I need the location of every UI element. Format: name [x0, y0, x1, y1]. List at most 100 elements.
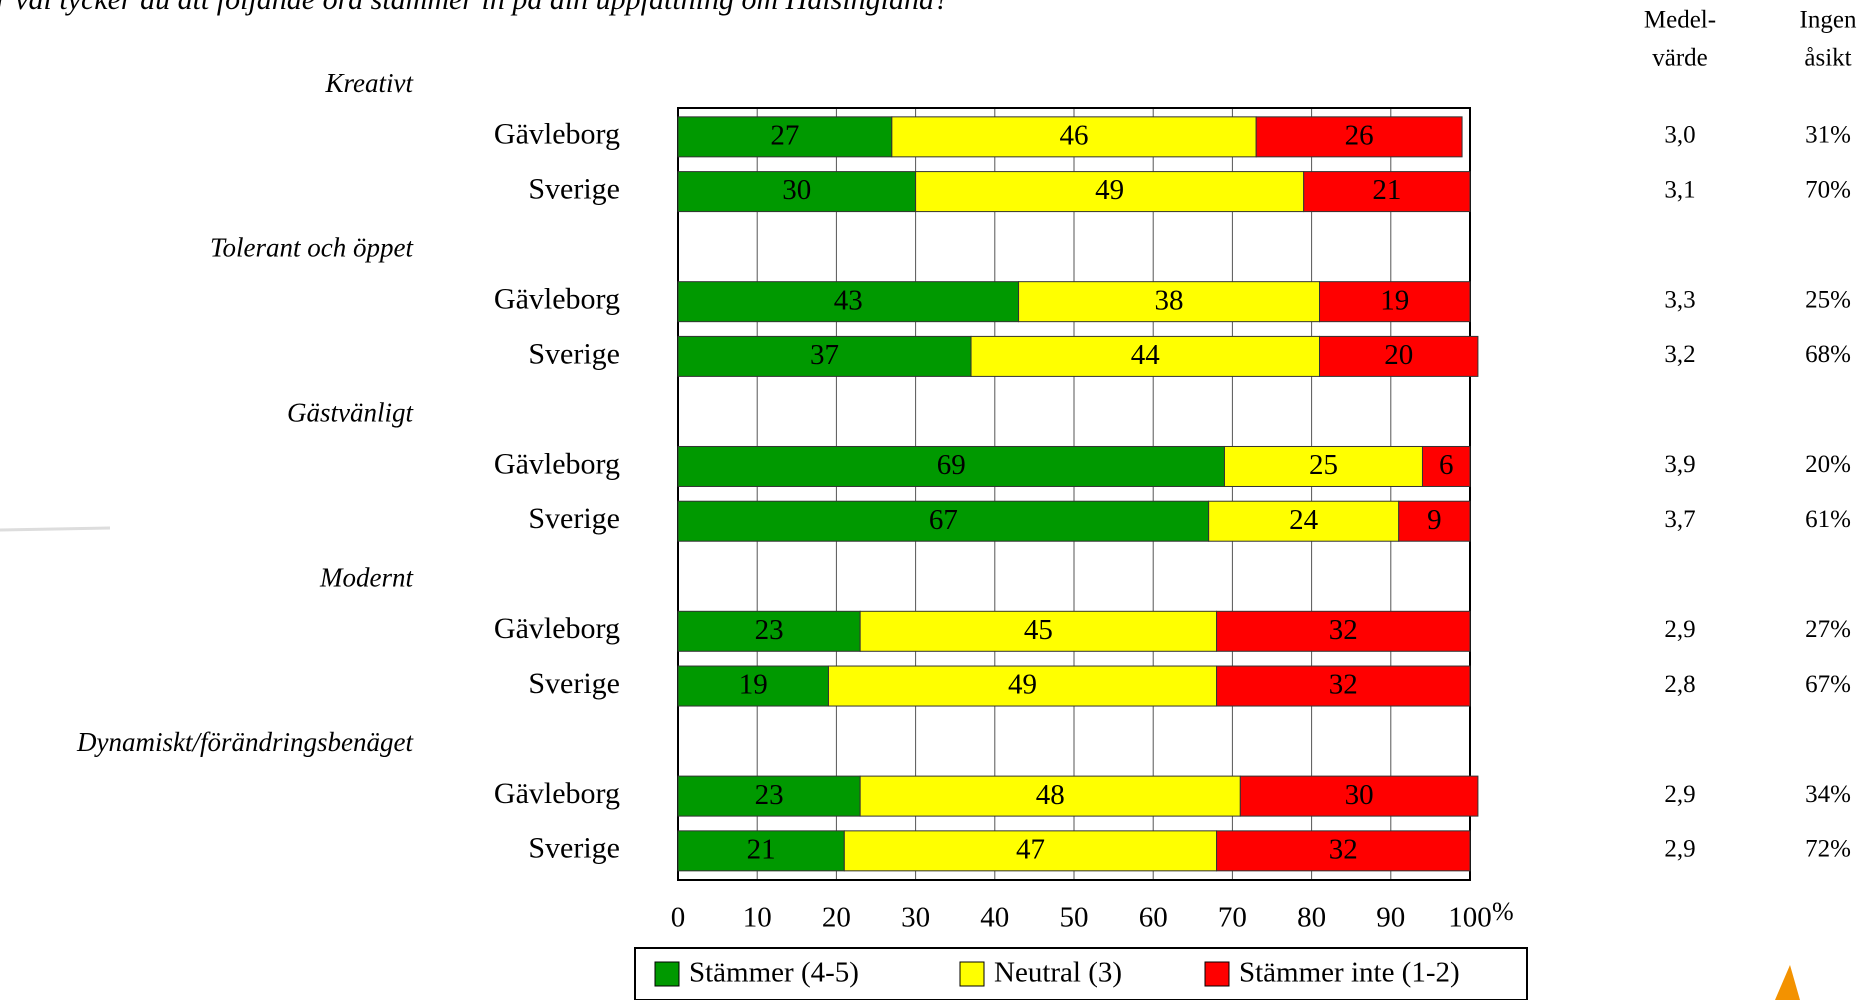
bar-segment — [1239, 775, 1479, 817]
x-tick-label: 0 — [671, 902, 686, 934]
bar-segment — [1223, 445, 1423, 487]
data-label: 25 — [1309, 449, 1338, 481]
group-label: Tolerant och öppet — [210, 233, 414, 263]
x-tick-label: 10 — [743, 902, 772, 934]
data-label: 21 — [1372, 174, 1401, 206]
column-value: 20% — [1805, 451, 1851, 478]
legend-label: Stämmer (4-5) — [689, 957, 859, 989]
bar-segment — [1319, 281, 1471, 323]
column-value: 31% — [1805, 122, 1851, 149]
column-header: åsikt — [1804, 45, 1851, 72]
bar-segment — [1303, 171, 1471, 213]
column-value: 3,9 — [1664, 451, 1695, 478]
group-label: Kreativt — [325, 68, 415, 98]
data-label: 32 — [1329, 614, 1358, 646]
row-label: Gävleborg — [494, 777, 620, 810]
column-value: 25% — [1805, 286, 1851, 313]
data-label: 67 — [929, 504, 958, 536]
group-label: Dynamiskt/förändringsbenäget — [76, 727, 414, 757]
data-label: 24 — [1289, 504, 1319, 536]
row-label: Gävleborg — [494, 118, 620, 151]
data-label: 44 — [1131, 339, 1161, 371]
row-label: Sverige — [528, 337, 620, 370]
data-label: 27 — [770, 120, 799, 152]
bar-segment — [677, 171, 917, 213]
bar-segment — [1018, 281, 1321, 323]
x-tick-label: 20 — [822, 902, 851, 934]
logo — [1775, 965, 1800, 1000]
x-tick-label: 100 — [1448, 902, 1492, 934]
data-label: 30 — [1345, 779, 1374, 811]
row-label: Sverige — [528, 502, 620, 535]
bar-segment — [1216, 830, 1471, 872]
legend-label: Neutral (3) — [994, 957, 1122, 989]
bar-segment — [915, 171, 1305, 213]
data-label: 32 — [1329, 834, 1358, 866]
bar-segment — [827, 665, 1218, 707]
chart-title: r väl tycker du att följande ord stämmer… — [0, 0, 949, 16]
column-value: 61% — [1805, 506, 1851, 533]
bar-segment — [677, 335, 972, 377]
data-label: 23 — [755, 779, 784, 811]
column-value: 67% — [1805, 671, 1851, 698]
bar-segment — [677, 830, 845, 872]
data-label: 69 — [937, 449, 966, 481]
column-value: 2,9 — [1664, 836, 1695, 863]
data-label: 48 — [1036, 779, 1065, 811]
bar-segment — [1398, 500, 1471, 542]
data-label: 21 — [747, 834, 776, 866]
x-tick-label: 70 — [1218, 902, 1247, 934]
data-label: 20 — [1384, 339, 1413, 371]
row-label: Gävleborg — [494, 283, 620, 316]
data-label: 6 — [1439, 449, 1454, 481]
bar-segment — [677, 445, 1225, 487]
column-value: 72% — [1805, 836, 1851, 863]
data-label: 9 — [1427, 504, 1442, 536]
bar-segment — [859, 775, 1241, 817]
bar-segment — [1216, 665, 1471, 707]
data-label: 23 — [755, 614, 784, 646]
x-unit: % — [1492, 897, 1514, 926]
plot-frame — [677, 107, 1471, 881]
data-label: 19 — [739, 669, 768, 701]
bar-segment — [859, 610, 1218, 652]
data-label: 26 — [1345, 120, 1374, 152]
data-label: 43 — [834, 284, 863, 316]
x-tick-label: 30 — [901, 902, 930, 934]
bar-segment — [677, 610, 861, 652]
legend-swatch — [654, 961, 680, 987]
x-tick-label: 80 — [1297, 902, 1326, 934]
group-label: Gästvänligt — [287, 398, 414, 428]
column-value: 2,9 — [1664, 781, 1695, 808]
x-tick-label: 40 — [980, 902, 1009, 934]
bar-segment — [1255, 116, 1463, 158]
bar-segment — [677, 775, 861, 817]
row-label: Gävleborg — [494, 447, 620, 480]
column-value: 2,9 — [1664, 616, 1695, 643]
data-label: 19 — [1380, 284, 1409, 316]
column-value: 3,0 — [1664, 122, 1695, 149]
data-label: 30 — [782, 174, 811, 206]
x-tick-label: 50 — [1060, 902, 1089, 934]
data-label: 38 — [1155, 284, 1184, 316]
column-value: 34% — [1805, 781, 1851, 808]
data-label: 32 — [1329, 669, 1358, 701]
bar-segment — [677, 116, 893, 158]
data-label: 37 — [810, 339, 839, 371]
bar-segment — [677, 500, 1210, 542]
row-label: Gävleborg — [494, 612, 620, 645]
bar-segment — [1319, 335, 1479, 377]
bar-segment — [970, 335, 1321, 377]
column-header: Medel- — [1644, 7, 1716, 34]
column-value: 3,1 — [1664, 176, 1695, 203]
data-label: 46 — [1060, 120, 1089, 152]
bar-segment — [843, 830, 1218, 872]
column-value: 27% — [1805, 616, 1851, 643]
legend-box — [634, 947, 1528, 1000]
group-label: Modernt — [319, 562, 414, 592]
data-label: 47 — [1016, 834, 1045, 866]
decoration — [0, 526, 111, 532]
row-label: Sverige — [528, 172, 620, 205]
column-value: 3,3 — [1664, 286, 1695, 313]
